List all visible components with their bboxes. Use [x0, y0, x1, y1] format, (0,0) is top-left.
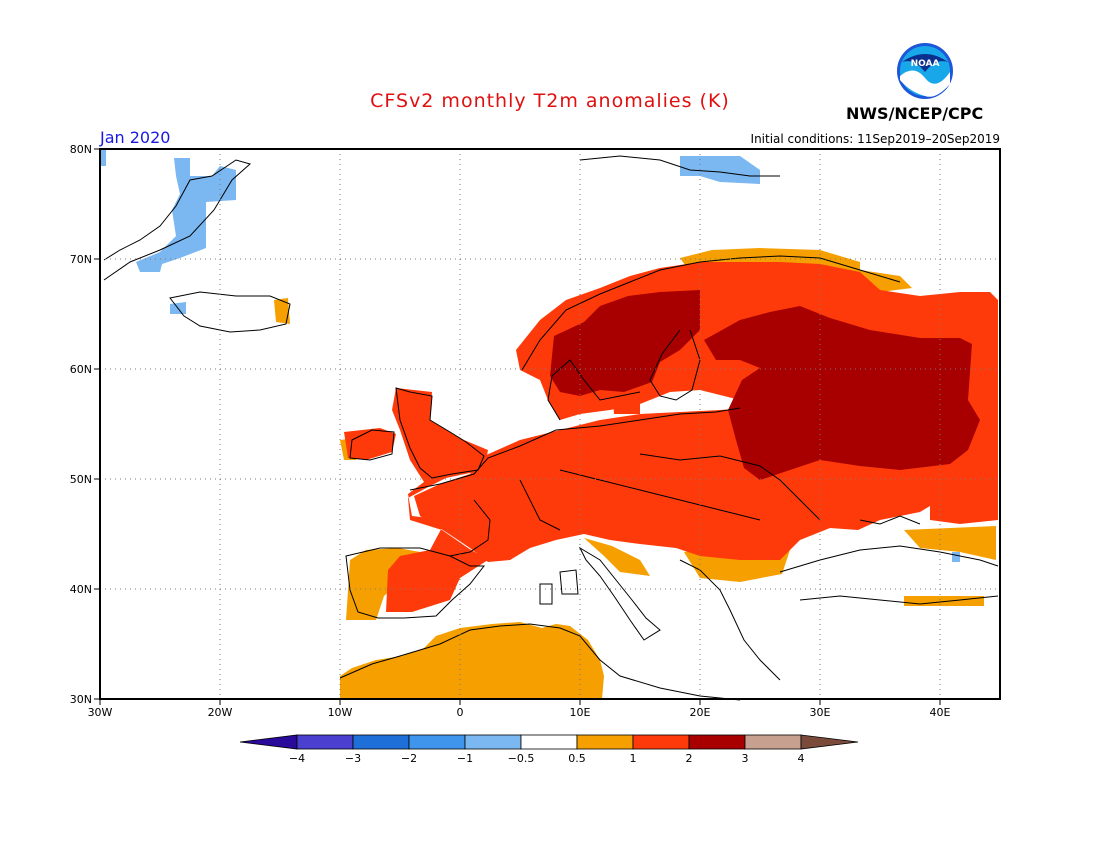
- noaa-logo: NOAA: [897, 43, 953, 99]
- colorbar-seg-2: [688, 734, 746, 750]
- colorbar-seg--2: [408, 734, 466, 750]
- lon-label-0: 0: [456, 706, 464, 719]
- anomaly-shading-orange: [274, 248, 996, 699]
- graticule: [100, 149, 1000, 699]
- lon-label-10e: 10E: [569, 706, 591, 719]
- colorbar-label: −0.5: [507, 752, 535, 765]
- map-title: CFSv2 monthly T2m anomalies (K): [370, 90, 730, 112]
- lon-label-30w: 30W: [87, 706, 113, 719]
- map-frame: [99, 148, 1001, 700]
- initial-conditions: Initial conditions: 11Sep2019–20Sep2019: [750, 132, 1000, 146]
- lon-label-20w: 20W: [207, 706, 233, 719]
- colorbar-seg-0.5: [576, 734, 634, 750]
- noaa-logo-text: NOAA: [911, 59, 940, 69]
- colorbar-seg-lt-4: [239, 734, 298, 750]
- lat-label-60n: 60N: [69, 363, 92, 376]
- colorbar-label: −2: [400, 752, 418, 765]
- colorbar-seg-gt-4: [800, 734, 859, 750]
- colorbar-label: 3: [741, 752, 749, 765]
- colorbar-label: −3: [344, 752, 362, 765]
- lat-label-50n: 50N: [69, 473, 92, 486]
- lon-label-10w: 10W: [327, 706, 353, 719]
- colorbar-seg-1: [632, 734, 690, 750]
- lon-label-40e: 40E: [929, 706, 951, 719]
- colorbar-label: 1: [629, 752, 637, 765]
- lat-label-40n: 40N: [69, 583, 92, 596]
- colorbar-label: 0.5: [568, 752, 586, 765]
- lat-label-30n: 30N: [69, 693, 92, 706]
- colorbar-label: 4: [797, 752, 805, 765]
- colorbar-seg--0.5: [520, 734, 578, 750]
- colorbar-label: 2: [685, 752, 693, 765]
- lat-label-70n: 70N: [69, 253, 92, 266]
- colorbar-label: −1: [456, 752, 474, 765]
- lon-label-20e: 20E: [689, 706, 711, 719]
- agency-label: NWS/NCEP/CPC: [846, 104, 984, 123]
- colorbar-label: −4: [288, 752, 306, 765]
- colorbar: [239, 734, 859, 750]
- colorbar-seg--4: [296, 734, 354, 750]
- anomaly-shading-darkred: [550, 290, 980, 480]
- coastlines: [103, 155, 999, 701]
- colorbar-seg-3: [744, 734, 802, 750]
- forecast-month: Jan 2020: [100, 128, 171, 147]
- colorbar-seg--1: [464, 734, 522, 750]
- axis-ticks: [94, 148, 941, 705]
- lat-label-80n: 80N: [69, 143, 92, 156]
- lon-label-30e: 30E: [809, 706, 831, 719]
- colorbar-seg--3: [352, 734, 410, 750]
